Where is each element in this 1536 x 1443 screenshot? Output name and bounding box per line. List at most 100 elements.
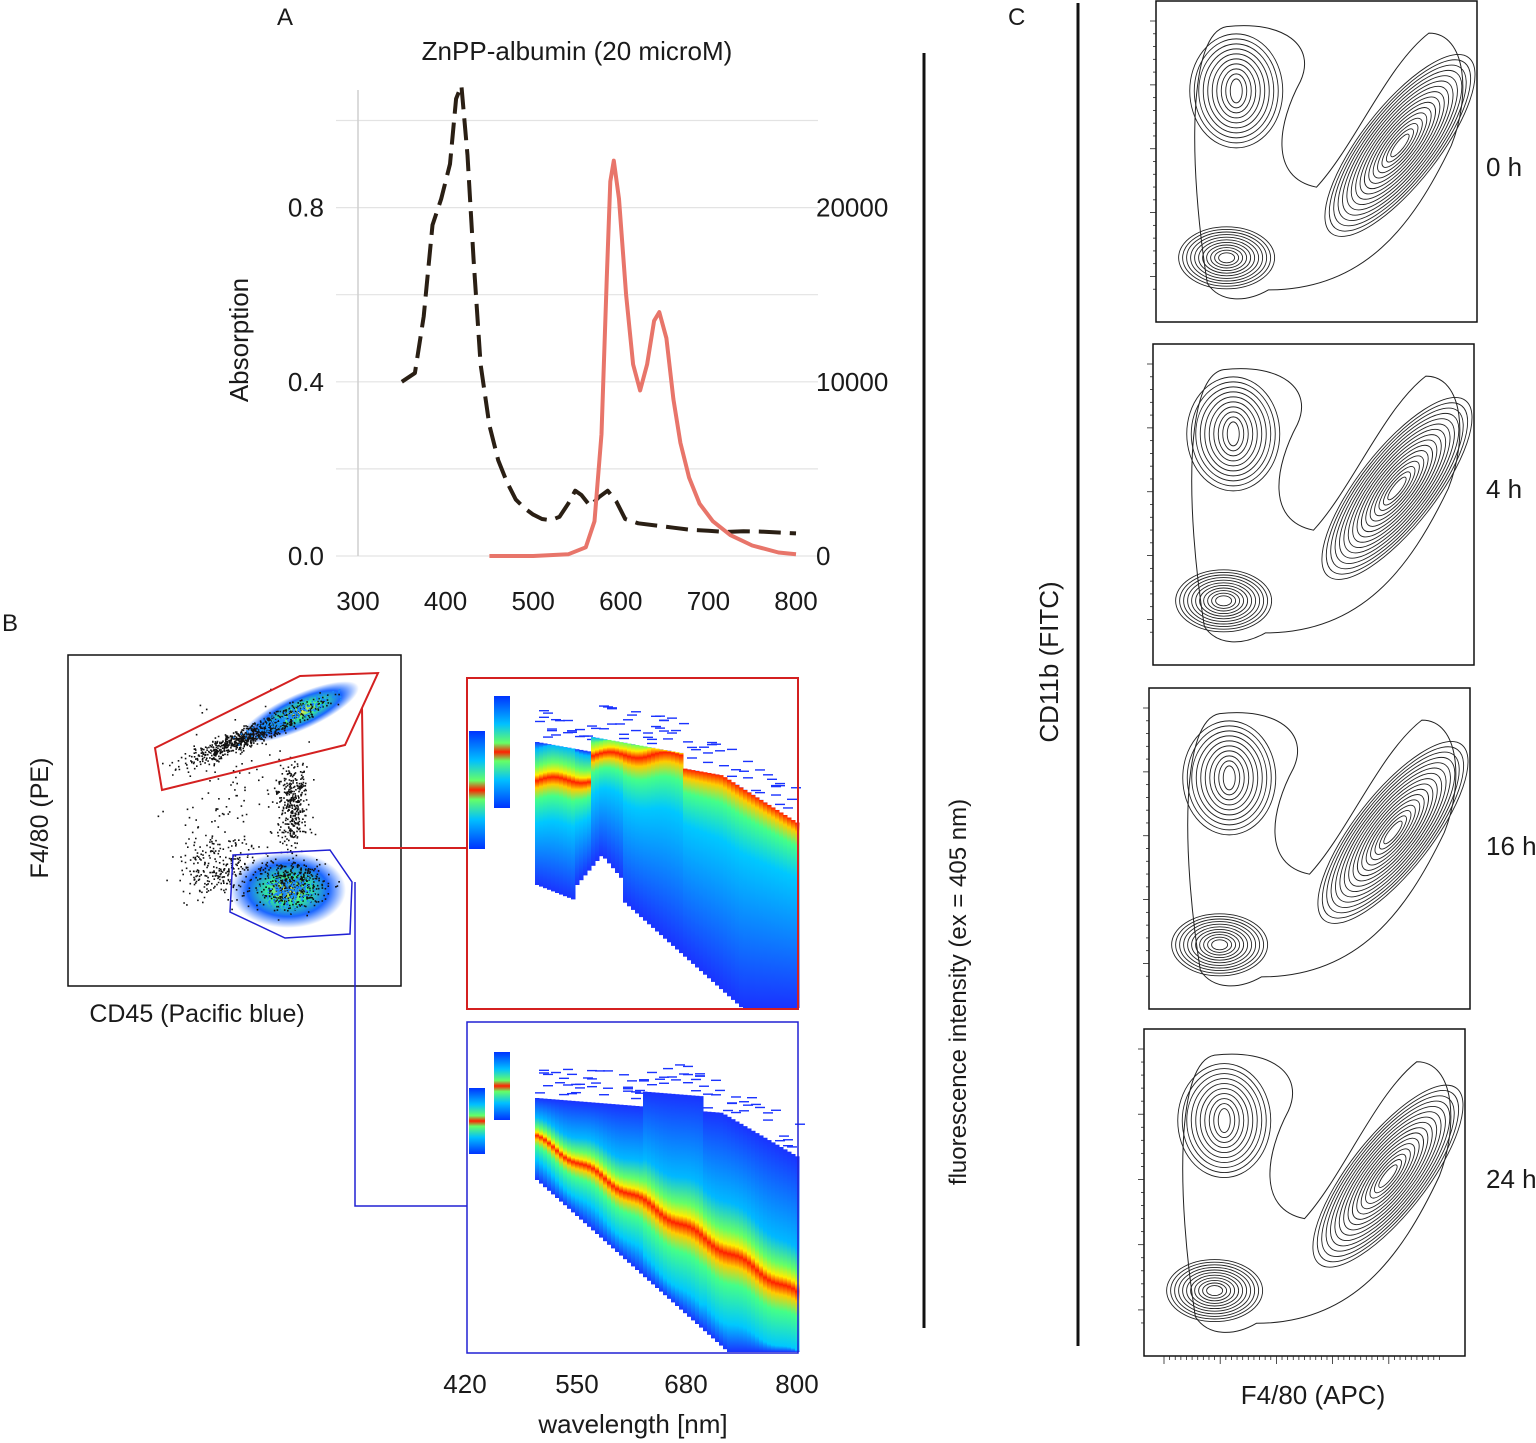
heatmap-column: [787, 1151, 792, 1352]
heatmap-speck: [627, 714, 637, 716]
panel-c: CD11b (FITC) F4/80 (APC) 0 h 4 h 16 h 24…: [1034, 0, 1536, 1410]
contour-ring: [1207, 936, 1233, 953]
contour-ring: [1229, 78, 1243, 104]
heatmap-speck: [543, 712, 553, 714]
y-axis-label: Absorption: [224, 278, 254, 402]
heatmap-speck: [639, 1080, 649, 1082]
heatmap-column: [655, 1092, 660, 1288]
heatmap-speck: [695, 1075, 705, 1077]
heatmap-speck: [711, 743, 721, 745]
heatmap-speck: [731, 1111, 741, 1114]
time-label-4h: 4 h: [1486, 474, 1522, 504]
heatmap-column: [787, 817, 792, 1008]
y2-tick-label: 10000: [816, 367, 888, 397]
contour-ring: [1317, 740, 1469, 924]
contour-ring: [1369, 455, 1425, 522]
heatmap-column: [719, 1112, 724, 1346]
contour-ring: [1199, 391, 1267, 477]
heatmap-column: [683, 768, 688, 957]
heatmap-column: [691, 1095, 696, 1321]
heatmap-speck: [583, 735, 593, 737]
heatmap-speck: [591, 727, 601, 730]
heatmap-speck: [551, 1071, 561, 1074]
heatmap-speck: [775, 803, 785, 806]
heatmap-column: [767, 804, 772, 1008]
contour-ring: [1333, 64, 1467, 227]
contour-ring: [1338, 1116, 1438, 1236]
heatmap-speck: [619, 733, 629, 735]
panel-label-b: B: [2, 610, 18, 637]
heatmap-column: [711, 1112, 716, 1339]
heatmap-speck: [635, 1089, 645, 1092]
contour-ring: [1199, 1088, 1249, 1154]
contour-ring: [1348, 778, 1438, 887]
heatmap-column: [791, 820, 796, 1008]
heatmap-speck: [631, 729, 641, 732]
heatmap-column: [735, 1121, 740, 1352]
heatmap-speck: [755, 791, 765, 794]
contour-ring: [1195, 735, 1263, 821]
contour-ring: [1191, 926, 1249, 964]
heatmap-column: [579, 1101, 584, 1220]
contour-ring: [1213, 1103, 1236, 1139]
heatmap-column: [619, 742, 624, 878]
heatmap-column: [707, 772, 712, 979]
heatmap-column: [571, 1100, 576, 1213]
heatmap-speck: [659, 1076, 669, 1078]
heatmap-upper-columns: [535, 705, 801, 1008]
panel-a-chart: ZnPP-albumin (20 microM) 300 400 500 600 700…: [224, 36, 888, 616]
gate-lower: [229, 849, 353, 939]
y2-tick-label: 20000: [816, 193, 888, 223]
contour-ring: [1324, 53, 1476, 237]
heatmap-column: [559, 746, 564, 895]
x-tick-label: 500: [512, 586, 555, 616]
heatmap-column: [739, 1123, 744, 1352]
contour-ring: [1342, 75, 1458, 216]
heatmap-speck: [599, 728, 609, 730]
scatter-points: [157, 681, 359, 928]
contour-ring: [1365, 1148, 1411, 1204]
heatmap-speck: [551, 718, 561, 721]
heatmap-speck: [607, 707, 617, 709]
heatmap-speck: [647, 1071, 657, 1074]
contour-ring: [1213, 406, 1254, 462]
y2-tick-label: 0: [816, 541, 830, 571]
contour-ring: [1187, 923, 1253, 966]
heatmap-speck: [671, 1079, 681, 1081]
heatmap-lower-color-key-2: [494, 1052, 510, 1120]
heatmap-speck: [571, 1091, 581, 1094]
contour-ring: [1356, 788, 1429, 877]
heatmap-column: [691, 770, 696, 964]
heatmap-column: [643, 1091, 648, 1278]
contour-ring: [1363, 101, 1436, 190]
contour-ring: [1351, 1132, 1424, 1220]
heatmap-speck: [631, 711, 641, 713]
heatmap-speck: [555, 1082, 565, 1084]
heatmap-x-ticks: 420 550 680 800: [443, 1369, 818, 1399]
contour-plot-2: [1143, 687, 1471, 1010]
heatmap-column: [583, 750, 588, 876]
contour-ring: [1312, 1084, 1464, 1268]
heatmap-speck: [711, 1079, 721, 1082]
contour-ring: [1189, 33, 1284, 149]
contour-ring: [1178, 226, 1276, 290]
heatmap-speck: [771, 785, 781, 788]
heatmap-column: [563, 747, 568, 897]
heatmap-column: [751, 794, 756, 1008]
heatmap-speck: [731, 1096, 741, 1098]
contour-ring: [1359, 96, 1441, 195]
contour-ring: [1343, 423, 1451, 554]
heatmap-lower-columns: [535, 1064, 805, 1352]
heatmap-column: [667, 750, 672, 943]
heatmap-column: [567, 1100, 572, 1209]
heatmap-speck: [691, 1078, 701, 1081]
scatter-y-label: F4/80 (PE): [26, 758, 54, 879]
heatmap-speck: [683, 741, 693, 743]
heatmap-speck: [703, 1093, 713, 1095]
chart-ticks: 300 400 500 600 700 800 0.0 0.4 0.8 0 10000 20000: [288, 193, 888, 616]
contour-ring: [1328, 59, 1472, 232]
contour-ring: [1170, 1261, 1260, 1320]
heatmap-speck: [639, 1079, 649, 1081]
heatmap-column: [675, 1094, 680, 1306]
